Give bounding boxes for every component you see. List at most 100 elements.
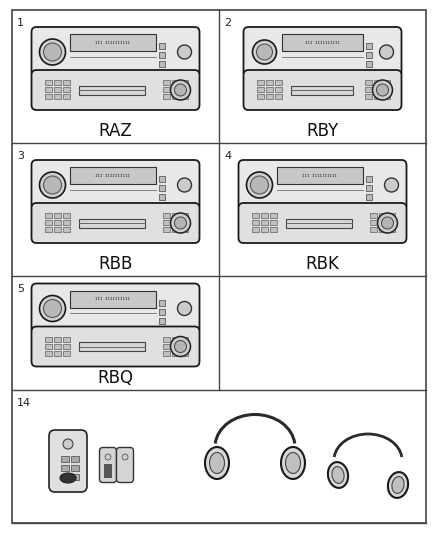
- Bar: [374, 87, 381, 92]
- Circle shape: [252, 40, 276, 64]
- Bar: [275, 80, 282, 85]
- Bar: [71, 456, 79, 462]
- Bar: [180, 213, 187, 218]
- Bar: [180, 87, 187, 92]
- FancyBboxPatch shape: [32, 70, 199, 110]
- Circle shape: [177, 45, 191, 59]
- Bar: [364, 80, 371, 85]
- Text: III IIIIIIIIII: III IIIIIIIIII: [95, 297, 131, 301]
- Bar: [172, 227, 179, 232]
- Bar: [261, 213, 268, 218]
- Bar: [257, 94, 264, 99]
- Bar: [70, 35, 156, 51]
- Bar: [53, 343, 60, 349]
- Circle shape: [177, 302, 191, 316]
- Bar: [366, 43, 372, 49]
- Bar: [78, 342, 145, 351]
- Bar: [257, 80, 264, 85]
- FancyBboxPatch shape: [32, 27, 199, 77]
- Bar: [45, 343, 52, 349]
- FancyBboxPatch shape: [99, 448, 117, 482]
- Bar: [172, 220, 179, 225]
- Bar: [180, 220, 187, 225]
- Bar: [180, 80, 187, 85]
- Circle shape: [378, 213, 398, 233]
- Bar: [63, 87, 70, 92]
- Bar: [265, 80, 272, 85]
- Bar: [53, 227, 60, 232]
- FancyBboxPatch shape: [32, 160, 199, 210]
- Bar: [269, 227, 276, 232]
- Bar: [382, 94, 389, 99]
- Bar: [162, 213, 170, 218]
- Text: RBY: RBY: [306, 122, 339, 140]
- Bar: [364, 94, 371, 99]
- Circle shape: [63, 439, 73, 449]
- Bar: [366, 52, 372, 58]
- Circle shape: [105, 454, 111, 460]
- Bar: [251, 227, 258, 232]
- Bar: [104, 464, 112, 478]
- Bar: [269, 213, 276, 218]
- Bar: [382, 80, 389, 85]
- Bar: [276, 167, 364, 184]
- Bar: [172, 336, 179, 342]
- Bar: [265, 87, 272, 92]
- Bar: [172, 351, 179, 356]
- Text: III IIIIIIIIII: III IIIIIIIIII: [95, 174, 131, 178]
- Ellipse shape: [332, 466, 344, 483]
- Circle shape: [122, 454, 128, 460]
- Bar: [159, 300, 166, 305]
- Bar: [180, 336, 187, 342]
- Bar: [370, 220, 377, 225]
- Bar: [370, 227, 377, 232]
- Bar: [290, 85, 353, 94]
- Bar: [162, 343, 170, 349]
- Bar: [45, 351, 52, 356]
- Ellipse shape: [60, 473, 76, 483]
- Circle shape: [174, 341, 187, 352]
- Bar: [378, 213, 385, 218]
- Text: RBQ: RBQ: [98, 369, 134, 387]
- Bar: [162, 80, 170, 85]
- Bar: [370, 213, 377, 218]
- FancyBboxPatch shape: [49, 430, 87, 492]
- Bar: [388, 213, 395, 218]
- Bar: [159, 52, 166, 58]
- Bar: [53, 80, 60, 85]
- Text: RBK: RBK: [306, 255, 339, 273]
- Circle shape: [177, 178, 191, 192]
- Circle shape: [251, 176, 268, 194]
- Bar: [159, 61, 166, 67]
- Bar: [63, 94, 70, 99]
- Bar: [162, 94, 170, 99]
- Bar: [180, 94, 187, 99]
- Bar: [388, 227, 395, 232]
- Text: RAZ: RAZ: [99, 122, 132, 140]
- FancyBboxPatch shape: [239, 203, 406, 243]
- Bar: [261, 220, 268, 225]
- Bar: [53, 351, 60, 356]
- Text: 4: 4: [224, 151, 231, 161]
- Bar: [63, 336, 70, 342]
- Bar: [172, 94, 179, 99]
- Circle shape: [381, 217, 393, 229]
- Bar: [71, 474, 79, 480]
- Circle shape: [372, 80, 392, 100]
- Circle shape: [39, 39, 66, 65]
- Bar: [172, 80, 179, 85]
- Bar: [45, 94, 52, 99]
- Bar: [180, 227, 187, 232]
- Bar: [162, 220, 170, 225]
- Bar: [261, 227, 268, 232]
- Circle shape: [43, 176, 61, 194]
- Bar: [367, 185, 372, 191]
- Text: III IIIIIIIIII: III IIIIIIIIII: [305, 41, 340, 45]
- Bar: [251, 213, 258, 218]
- Bar: [61, 465, 69, 471]
- Circle shape: [170, 336, 191, 357]
- Bar: [63, 80, 70, 85]
- FancyBboxPatch shape: [239, 160, 406, 210]
- Bar: [78, 85, 145, 94]
- Circle shape: [43, 300, 61, 318]
